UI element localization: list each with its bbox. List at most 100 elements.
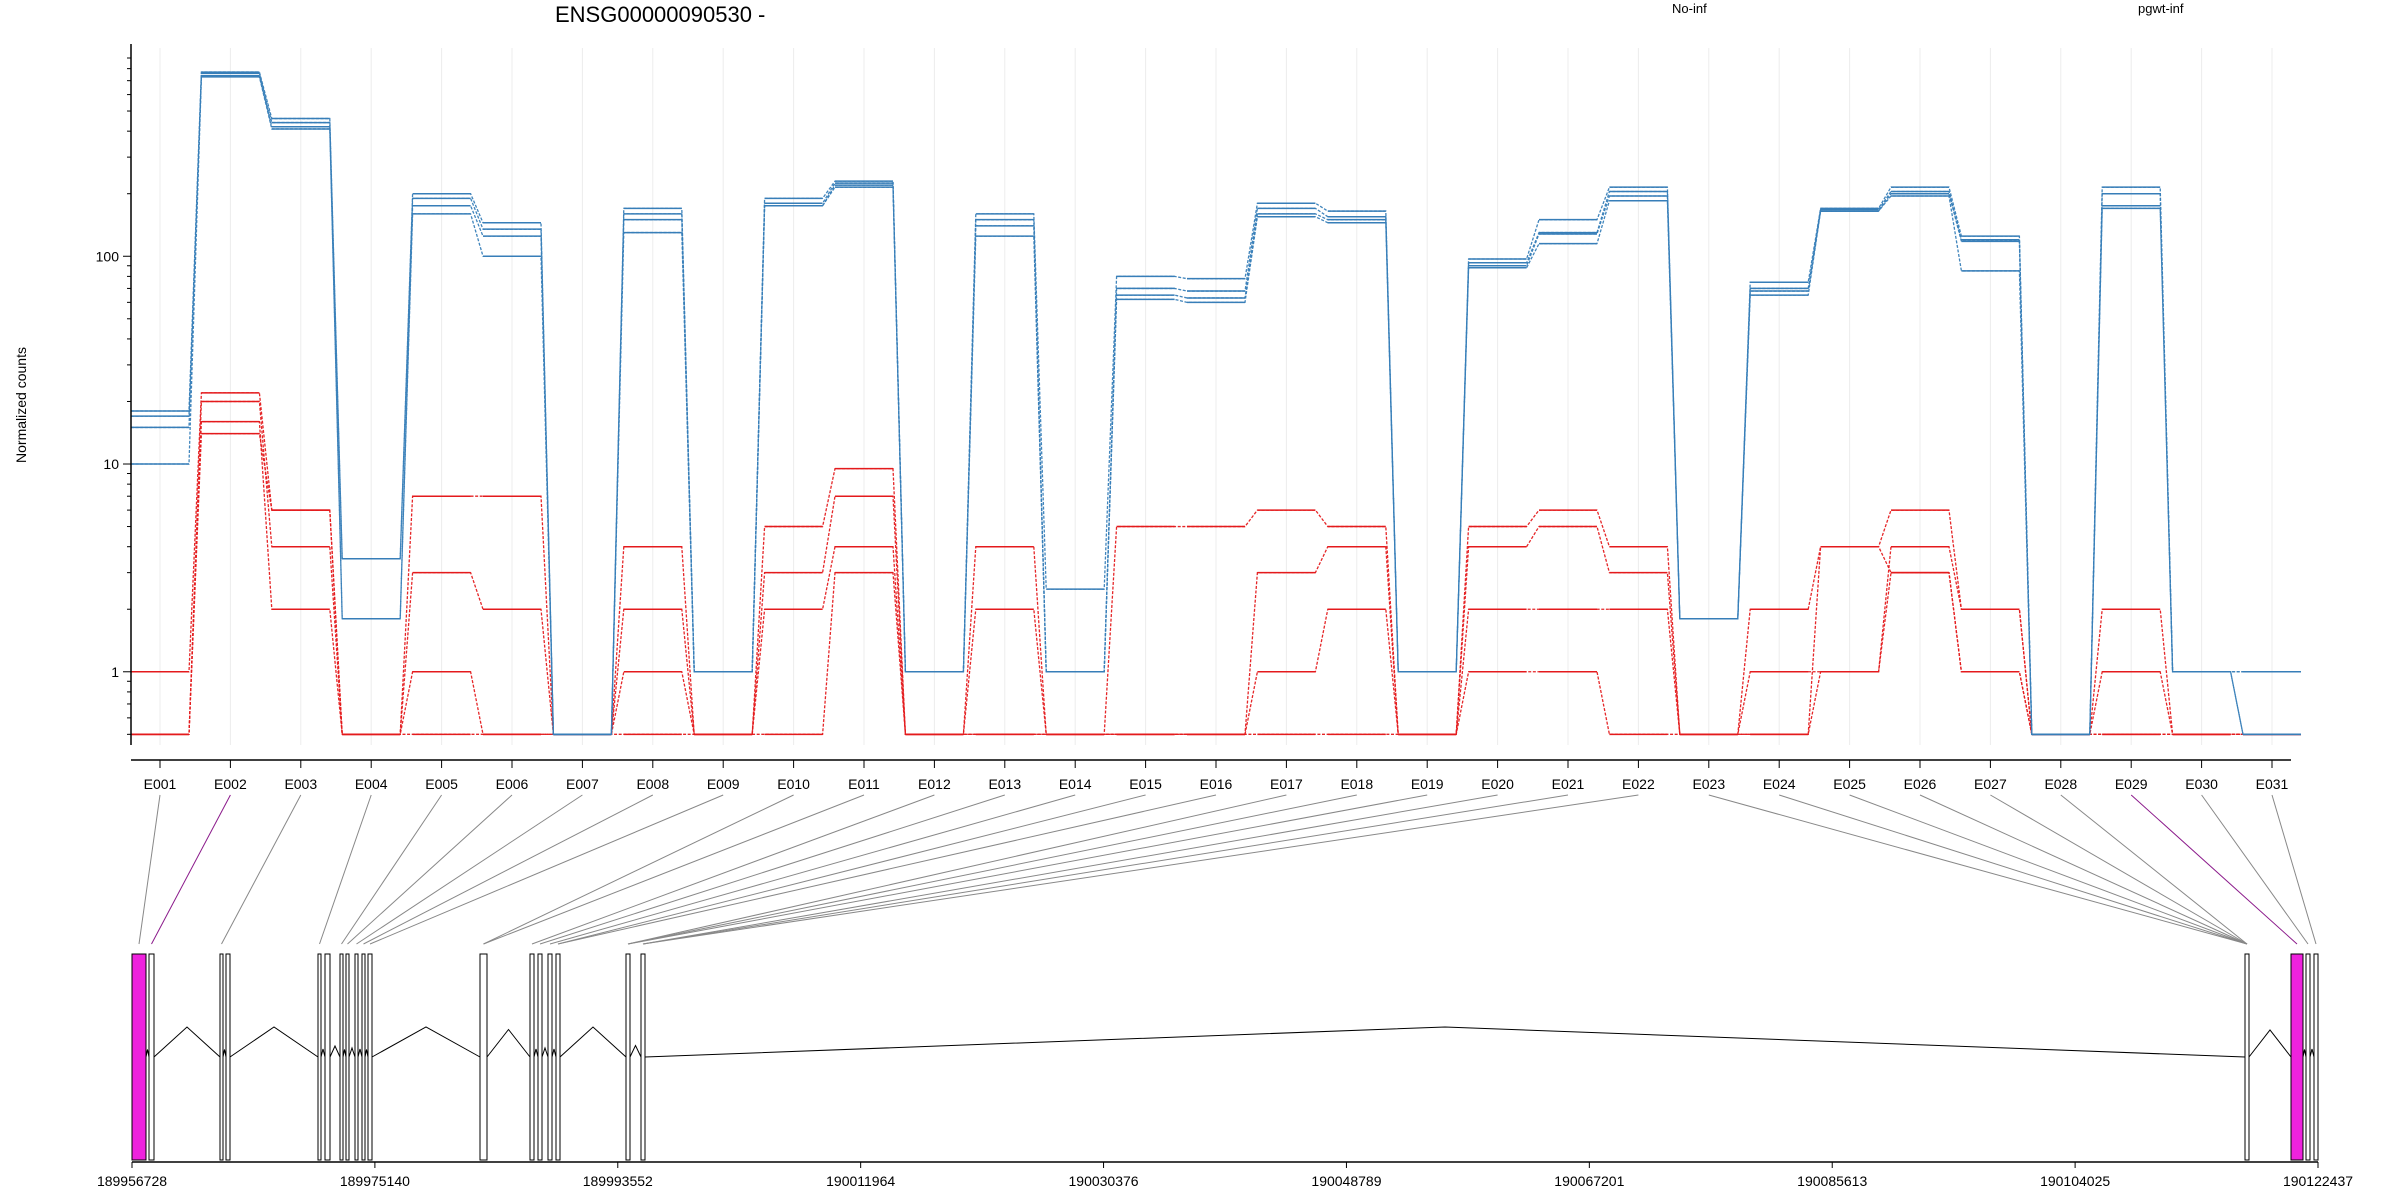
- x-tick-label-e017: E017: [1270, 776, 1303, 792]
- exon-block-13: [529, 953, 535, 1161]
- connector-e005: [341, 794, 443, 945]
- x-tick-label-e024: E024: [1763, 776, 1796, 792]
- legend-entry-pgwt-inf: pgwt-inf: [2138, 1, 2184, 16]
- x-tick-label-e005: E005: [425, 776, 458, 792]
- x-tick-label-e029: E029: [2115, 776, 2148, 792]
- coord-label-190085613: 190085613: [1797, 1173, 1867, 1189]
- intron-16: [559, 1026, 627, 1058]
- connector-e030: [2201, 794, 2309, 945]
- x-tick-label-e014: E014: [1059, 776, 1092, 792]
- connector-e010: [483, 794, 794, 945]
- exon-connector-lines: [138, 794, 2317, 945]
- exon-block-3: [219, 953, 224, 1161]
- exon-block-5: [317, 953, 322, 1161]
- grid-lines: [159, 48, 2273, 745]
- intron-18: [644, 1026, 2246, 1058]
- x-tick-label-e010: E010: [777, 776, 810, 792]
- coord-label-190011964: 190011964: [826, 1173, 895, 1189]
- x-tick-label-e028: E028: [2044, 776, 2077, 792]
- legend-entry-no-inf: No-inf: [1672, 1, 1707, 16]
- x-axis: E001 E002 E003 E004 E005 E006 E007 E008 E009 E010…: [131, 759, 2291, 792]
- exon-block-22: [2313, 953, 2319, 1161]
- coord-label-190104025: 190104025: [2040, 1173, 2110, 1189]
- gene-structure-track: [131, 953, 2319, 1161]
- coord-label-190030376: 190030376: [1069, 1173, 1139, 1189]
- intron-9: [357, 1048, 363, 1058]
- intron-6: [329, 1044, 341, 1058]
- coord-label-190048789: 190048789: [1311, 1173, 1381, 1189]
- exon-block-21: [2305, 953, 2311, 1161]
- intron-21: [2309, 1048, 2315, 1058]
- intron-14: [541, 1046, 549, 1058]
- x-tick-label-e012: E012: [918, 776, 951, 792]
- intron-15: [551, 1048, 557, 1058]
- connector-e008: [363, 794, 654, 945]
- connector-e027: [1990, 794, 2248, 945]
- intron-11: [371, 1026, 481, 1058]
- x-tick-label-e030: E030: [2185, 776, 2218, 792]
- x-tick-label-e021: E021: [1552, 776, 1585, 792]
- y-tick-label-10: 10: [103, 456, 119, 472]
- intron-2: [153, 1026, 221, 1058]
- series-lines: [131, 71, 2301, 736]
- coord-label-190067201: 190067201: [1554, 1173, 1624, 1189]
- x-tick-label-e007: E007: [566, 776, 599, 792]
- x-tick-label-e015: E015: [1129, 776, 1162, 792]
- x-tick-label-e006: E006: [496, 776, 529, 792]
- exon-block-7: [339, 953, 344, 1161]
- x-tick-label-e026: E026: [1904, 776, 1937, 792]
- exon-block-14: [537, 953, 543, 1161]
- connector-e018: [627, 794, 1357, 945]
- x-tick-label-e019: E019: [1411, 776, 1444, 792]
- x-tick-label-e031: E031: [2256, 776, 2289, 792]
- connector-e019: [627, 794, 1428, 945]
- intron-17: [629, 1044, 642, 1058]
- exon-block-18: [640, 953, 646, 1161]
- exon-block-9: [354, 953, 359, 1161]
- connector-e013: [539, 794, 1005, 945]
- series-1-sample-4-exon-levels: [131, 76, 2301, 736]
- connector-e002: [151, 794, 231, 945]
- x-tick-label-e018: E018: [1340, 776, 1373, 792]
- genomic-coordinate-axis: 189956728 189975140 189993552 190011964 1900…: [97, 1161, 2353, 1189]
- x-tick-label-e020: E020: [1481, 776, 1514, 792]
- coord-label-189993552: 189993552: [583, 1173, 653, 1189]
- x-tick-label-e025: E025: [1833, 776, 1866, 792]
- intron-13: [533, 1048, 539, 1058]
- chart-title: ENSG00000090530 -: [555, 2, 765, 27]
- exon-block-11: [367, 953, 373, 1161]
- connector-e011: [483, 794, 865, 945]
- x-tick-label-e016: E016: [1200, 776, 1233, 792]
- coord-label-190122437: 190122437: [2283, 1173, 2353, 1189]
- exon-block-4: [225, 953, 231, 1161]
- connector-e009: [369, 794, 724, 945]
- y-axis-label: Normalized counts: [13, 347, 29, 463]
- coord-label-189956728: 189956728: [97, 1173, 167, 1189]
- exon-block-15: [547, 953, 553, 1161]
- x-tick-label-e022: E022: [1622, 776, 1655, 792]
- y-axis: 1 10 100: [96, 44, 132, 745]
- connector-e014: [549, 794, 1076, 945]
- exon-block-16: [555, 953, 561, 1161]
- exon-block-2: [148, 953, 155, 1161]
- exon-block-1: [131, 953, 147, 1161]
- x-tick-label-e003: E003: [284, 776, 317, 792]
- exon-block-8: [345, 953, 350, 1161]
- x-tick-label-e027: E027: [1974, 776, 2007, 792]
- x-tick-label-e008: E008: [636, 776, 669, 792]
- connector-e012: [531, 794, 935, 945]
- exon-block-20: [2290, 953, 2304, 1161]
- intron-12: [486, 1028, 531, 1058]
- x-tick-label-e009: E009: [707, 776, 740, 792]
- connector-e006: [347, 794, 513, 945]
- connector-e004: [319, 794, 372, 945]
- connector-e001: [138, 794, 161, 945]
- x-tick-label-e001: E001: [144, 776, 177, 792]
- intron-5: [320, 1048, 326, 1058]
- connector-e026: [1919, 794, 2248, 945]
- connector-e003: [221, 794, 302, 945]
- connector-e025: [1849, 794, 2248, 945]
- exon-block-10: [361, 953, 366, 1161]
- x-tick-label-e023: E023: [1692, 776, 1725, 792]
